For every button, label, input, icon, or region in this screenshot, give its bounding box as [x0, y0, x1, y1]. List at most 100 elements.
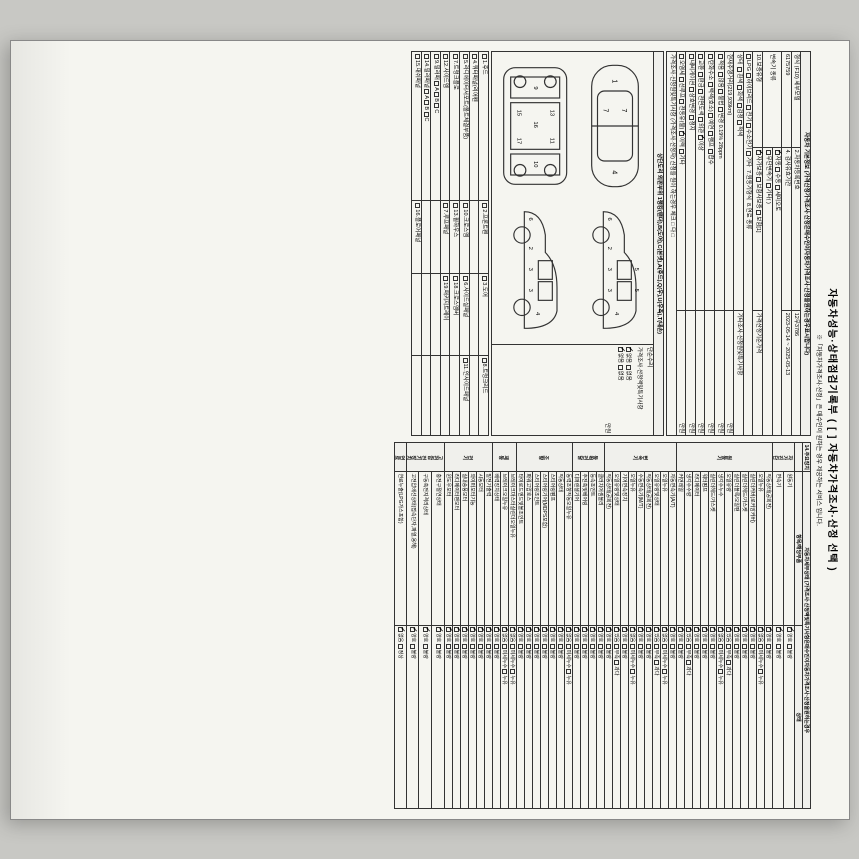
status-checkbox[interactable]	[398, 627, 403, 632]
status-checkbox[interactable]	[787, 627, 792, 632]
status-checkbox[interactable]	[622, 644, 627, 649]
status-checkbox[interactable]	[726, 627, 731, 632]
status-checkbox[interactable]	[662, 669, 667, 674]
cb-g3[interactable]	[756, 210, 761, 215]
status-checkbox[interactable]	[638, 627, 643, 632]
status-checkbox[interactable]	[718, 669, 723, 674]
status-checkbox[interactable]	[726, 644, 731, 649]
cb-g2[interactable]	[756, 177, 761, 182]
status-checkbox[interactable]	[518, 627, 523, 632]
status-checkbox[interactable]	[510, 669, 515, 674]
cb-manual[interactable]	[775, 167, 780, 172]
status-checkbox[interactable]	[494, 644, 499, 649]
status-checkbox[interactable]	[446, 644, 451, 649]
status-checkbox[interactable]	[686, 644, 691, 649]
status-checkbox[interactable]	[502, 644, 507, 649]
status-checkbox[interactable]	[478, 644, 483, 649]
status-checkbox[interactable]	[582, 644, 587, 649]
status-checkbox[interactable]	[630, 627, 635, 632]
status-checkbox[interactable]	[678, 627, 683, 632]
status-checkbox[interactable]	[726, 660, 731, 665]
status-checkbox[interactable]	[654, 660, 659, 665]
status-checkbox[interactable]	[410, 627, 415, 632]
status-checkbox[interactable]	[510, 644, 515, 649]
status-checkbox[interactable]	[758, 669, 763, 674]
status-checkbox[interactable]	[630, 669, 635, 674]
cb-semi[interactable]	[775, 185, 780, 190]
status-checkbox[interactable]	[542, 644, 547, 649]
cb-g1[interactable]	[756, 150, 761, 155]
status-checkbox[interactable]	[566, 644, 571, 649]
status-checkbox[interactable]	[670, 627, 675, 632]
status-checkbox[interactable]	[574, 627, 579, 632]
status-checkbox[interactable]	[558, 627, 563, 632]
status-checkbox[interactable]	[742, 627, 747, 632]
status-checkbox[interactable]	[574, 644, 579, 649]
status-checkbox[interactable]	[582, 627, 587, 632]
status-checkbox[interactable]	[787, 644, 792, 649]
status-checkbox[interactable]	[502, 627, 507, 632]
status-checkbox[interactable]	[694, 644, 699, 649]
status-checkbox[interactable]	[423, 644, 428, 649]
status-checkbox[interactable]	[410, 644, 415, 649]
status-checkbox[interactable]	[510, 627, 515, 632]
status-checkbox[interactable]	[446, 627, 451, 632]
status-checkbox[interactable]	[678, 644, 683, 649]
status-checkbox[interactable]	[614, 660, 619, 665]
status-checkbox[interactable]	[718, 644, 723, 649]
status-checkbox[interactable]	[710, 627, 715, 632]
status-checkbox[interactable]	[734, 627, 739, 632]
status-checkbox[interactable]	[734, 644, 739, 649]
status-checkbox[interactable]	[566, 669, 571, 674]
status-checkbox[interactable]	[662, 644, 667, 649]
status-checkbox[interactable]	[606, 644, 611, 649]
status-checkbox[interactable]	[502, 669, 507, 674]
status-checkbox[interactable]	[454, 627, 459, 632]
status-checkbox[interactable]	[598, 627, 603, 632]
status-checkbox[interactable]	[470, 644, 475, 649]
status-checkbox[interactable]	[638, 644, 643, 649]
status-checkbox[interactable]	[436, 627, 441, 632]
status-checkbox[interactable]	[758, 644, 763, 649]
status-checkbox[interactable]	[494, 627, 499, 632]
status-checkbox[interactable]	[542, 627, 547, 632]
status-checkbox[interactable]	[662, 627, 667, 632]
status-checkbox[interactable]	[702, 627, 707, 632]
status-checkbox[interactable]	[558, 644, 563, 649]
status-checkbox[interactable]	[766, 644, 771, 649]
status-checkbox[interactable]	[398, 644, 403, 649]
status-checkbox[interactable]	[670, 644, 675, 649]
status-checkbox[interactable]	[654, 627, 659, 632]
status-checkbox[interactable]	[526, 627, 531, 632]
status-checkbox[interactable]	[654, 644, 659, 649]
status-checkbox[interactable]	[646, 627, 651, 632]
status-checkbox[interactable]	[550, 644, 555, 649]
status-checkbox[interactable]	[614, 644, 619, 649]
status-checkbox[interactable]	[436, 644, 441, 649]
status-checkbox[interactable]	[750, 627, 755, 632]
status-checkbox[interactable]	[462, 644, 467, 649]
cb-etc[interactable]	[766, 183, 771, 188]
status-checkbox[interactable]	[478, 627, 483, 632]
status-checkbox[interactable]	[462, 627, 467, 632]
status-checkbox[interactable]	[750, 644, 755, 649]
cb-auto[interactable]	[775, 150, 780, 155]
status-checkbox[interactable]	[776, 627, 781, 632]
status-checkbox[interactable]	[534, 644, 539, 649]
status-checkbox[interactable]	[486, 644, 491, 649]
status-checkbox[interactable]	[622, 627, 627, 632]
status-checkbox[interactable]	[710, 644, 715, 649]
status-checkbox[interactable]	[534, 627, 539, 632]
status-checkbox[interactable]	[758, 627, 763, 632]
status-checkbox[interactable]	[742, 644, 747, 649]
status-checkbox[interactable]	[590, 627, 595, 632]
status-checkbox[interactable]	[694, 627, 699, 632]
status-checkbox[interactable]	[686, 627, 691, 632]
status-checkbox[interactable]	[518, 644, 523, 649]
status-checkbox[interactable]	[486, 627, 491, 632]
status-checkbox[interactable]	[686, 660, 691, 665]
status-checkbox[interactable]	[454, 644, 459, 649]
status-checkbox[interactable]	[598, 644, 603, 649]
status-checkbox[interactable]	[606, 627, 611, 632]
cb-cvt[interactable]	[766, 150, 771, 155]
